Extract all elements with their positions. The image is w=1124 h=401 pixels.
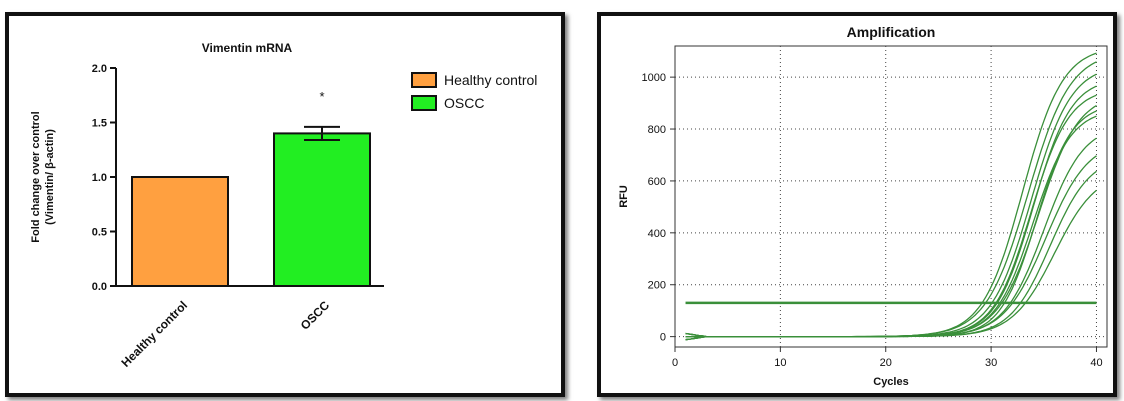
y-tick-label: 400	[648, 228, 666, 240]
y-tick-label: 1.5	[92, 118, 107, 130]
x-tick-label: 0	[672, 357, 678, 369]
y-tick-label: 1.0	[92, 172, 107, 184]
plot-area	[674, 45, 1108, 348]
legend-swatch-0	[411, 72, 437, 88]
bar-1	[273, 132, 371, 288]
bar-0	[131, 176, 229, 287]
y-tick-label: 200	[648, 280, 666, 292]
x-tick-label: 30	[985, 357, 997, 369]
x-axis-label: Cycles	[873, 376, 908, 388]
y-axis-label: Fold change over control	[30, 111, 42, 242]
x-tick-label: 10	[774, 357, 786, 369]
category-label-0: Healthy control	[118, 298, 190, 370]
amplification-curve-11	[685, 189, 1097, 338]
y-axis-label-2: (Vimentin/ β-actin)	[44, 129, 56, 225]
chart-title: Amplification	[847, 24, 936, 40]
chart-title: Vimentin mRNA	[202, 41, 293, 55]
y-tick-label: 1000	[642, 72, 666, 84]
legend-label-0: Healthy control	[444, 72, 537, 88]
legend-label-1: OSCC	[444, 95, 484, 111]
y-tick-label: 2.0	[92, 63, 107, 75]
y-axis-label: RFU	[618, 185, 630, 208]
x-tick-label: 20	[880, 357, 892, 369]
y-tick-label: 0.5	[92, 227, 107, 239]
y-tick-label: 600	[648, 176, 666, 188]
x-tick-label: 40	[1090, 357, 1102, 369]
y-tick-label: 800	[648, 124, 666, 136]
legend-swatch-1	[411, 95, 437, 111]
bar-chart: Vimentin mRNA 0.0 0.5 1.0 1.5 2.0 Fold change …	[30, 41, 537, 370]
significance-marker: *	[319, 89, 324, 104]
amplification-chart-panel: Amplification 0 10 20 30 40 0 200 400 600 800 1000 C…	[597, 12, 1117, 397]
bar-chart-panel: Vimentin mRNA 0.0 0.5 1.0 1.5 2.0 Fold change …	[5, 12, 565, 397]
y-tick-label: 0	[660, 332, 666, 344]
category-label-1: OSCC	[298, 298, 333, 333]
y-tick-label: 0.0	[92, 281, 107, 293]
